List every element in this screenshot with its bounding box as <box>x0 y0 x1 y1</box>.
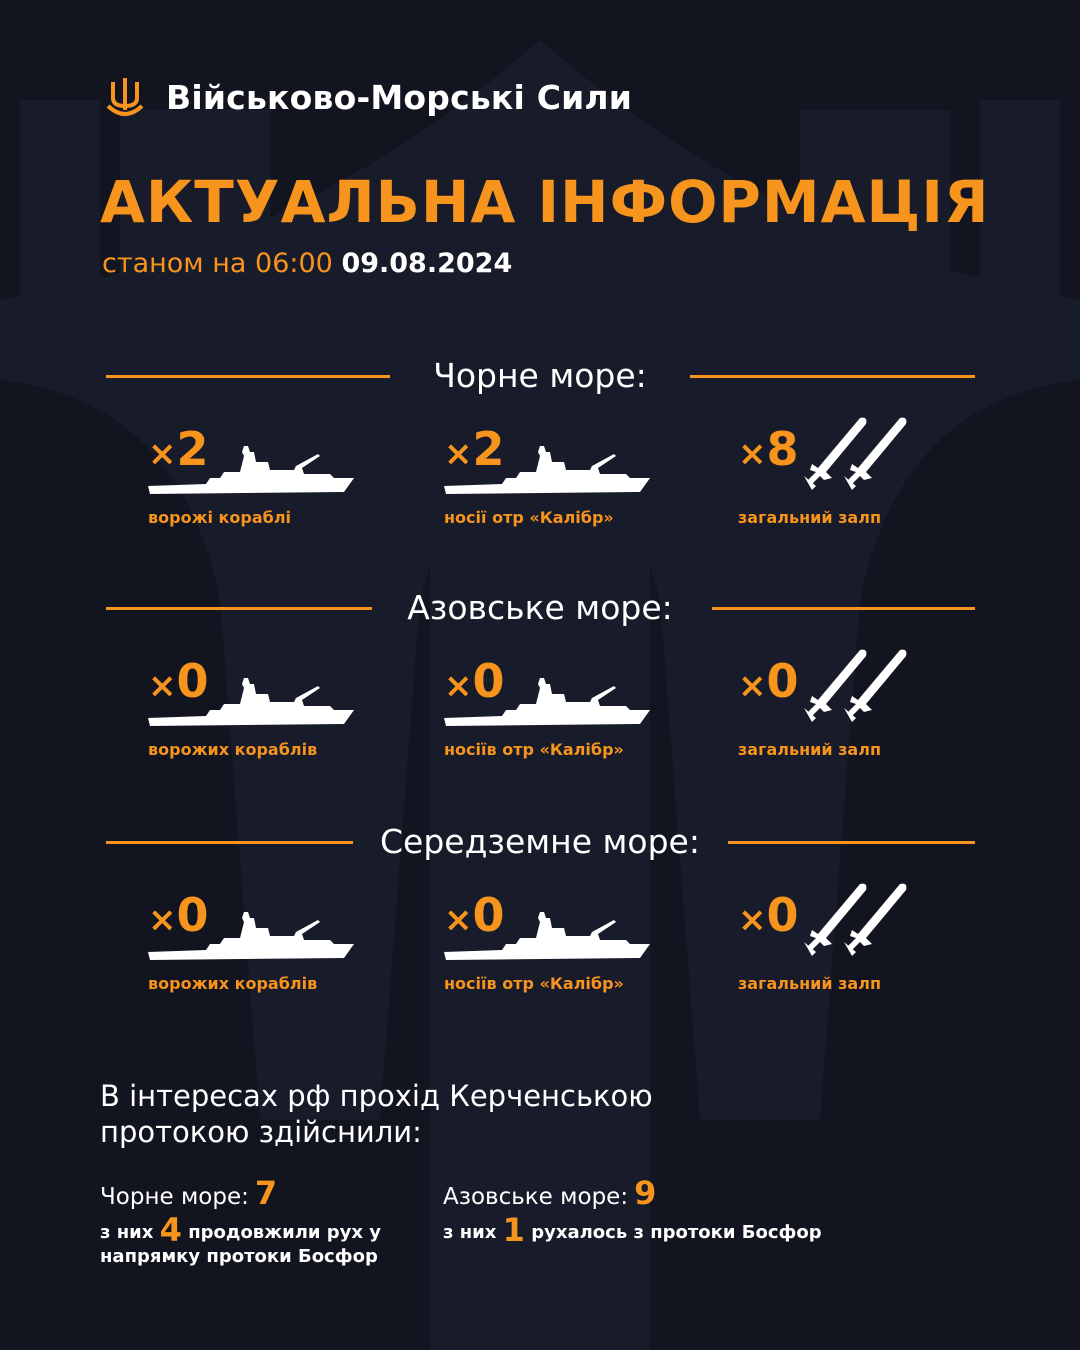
stat-label: носіїв отр «Калібр» <box>444 740 624 759</box>
stat-item: ×0 носіїв отр «Калібр» <box>444 888 704 1008</box>
stat-count: ×0 <box>148 888 209 942</box>
detail-text: продовжили рух у напрямку протоки Босфор <box>100 1222 382 1267</box>
multiplier-sign: × <box>738 434 767 474</box>
stat-label: ворожих кораблів <box>148 974 318 993</box>
section-title: Середземне море: <box>380 822 700 861</box>
multiplier-sign: × <box>444 434 473 474</box>
stat-label: загальний залп <box>738 740 881 759</box>
stat-count: ×2 <box>148 422 209 476</box>
stat-item: ×2 носії отр «Калібр» <box>444 422 704 542</box>
missiles-icon <box>804 883 907 956</box>
stat-count: ×0 <box>738 888 799 942</box>
kerch-azov-sea: Азовське море: 9 з них 1 рухалось з прото… <box>443 1174 843 1246</box>
stat-item: ×0 ворожих кораблів <box>148 654 408 774</box>
stat-label: носії отр «Калібр» <box>444 508 614 527</box>
count-value: 0 <box>766 654 799 708</box>
brand-name: Військово-Морські Сили <box>166 77 633 117</box>
stat-count: ×8 <box>738 422 799 476</box>
stat-count: ×2 <box>444 422 505 476</box>
warship-icon <box>148 678 354 726</box>
subtitle: станом на 06:00 09.08.2024 <box>102 248 512 279</box>
count-value: 0 <box>472 888 505 942</box>
multiplier-sign: × <box>738 666 767 706</box>
kerch-black-sea: Чорне море: 7 з них 4 продовжили рух у на… <box>100 1174 430 1269</box>
warship-icon <box>148 446 354 494</box>
multiplier-sign: × <box>444 666 473 706</box>
page-title: АКТУАЛЬНА ІНФОРМАЦІЯ <box>100 168 990 236</box>
stat-label: загальний залп <box>738 974 881 993</box>
stat-label: загальний залп <box>738 508 881 527</box>
count-value: 0 <box>472 654 505 708</box>
subtitle-prefix: станом на 06:00 <box>102 248 333 279</box>
multiplier-sign: × <box>444 900 473 940</box>
stat-count: ×0 <box>444 888 505 942</box>
missiles-icon <box>804 649 907 722</box>
stat-item: ×0 загальний залп <box>738 883 998 1008</box>
count-value: 2 <box>472 422 505 476</box>
count-value: 0 <box>766 888 799 942</box>
stat-count: ×0 <box>148 654 209 708</box>
warship-icon <box>444 678 650 726</box>
stat-value: 9 <box>634 1174 657 1212</box>
multiplier-sign: × <box>148 434 177 474</box>
stat-item: ×0 носіїв отр «Калібр» <box>444 654 704 774</box>
stat-count: ×0 <box>738 654 799 708</box>
stat-label: ворожих кораблів <box>148 740 318 759</box>
stat-item: ×0 загальний залп <box>738 649 998 774</box>
section-title: Азовське море: <box>407 588 673 627</box>
navy-trident-logo-icon <box>106 78 144 116</box>
count-value: 8 <box>766 422 799 476</box>
detail-prefix: з них <box>443 1222 497 1243</box>
detail-text: рухалось з протоки Босфор <box>531 1222 822 1243</box>
count-value: 2 <box>176 422 209 476</box>
stat-label: ворожі кораблі <box>148 508 292 527</box>
detail-prefix: з них <box>100 1222 154 1243</box>
stat-label: Чорне море: <box>100 1184 249 1210</box>
missiles-icon <box>804 417 907 490</box>
kerch-strait-text: В інтересах рф прохід Керченською проток… <box>100 1079 653 1149</box>
divider-line <box>106 375 390 378</box>
warship-icon <box>444 912 650 960</box>
stat-item: ×8 загальний залп <box>738 417 998 542</box>
divider-line <box>106 607 372 610</box>
divider-line <box>712 607 975 610</box>
multiplier-sign: × <box>148 666 177 706</box>
stat-count: ×0 <box>444 654 505 708</box>
stat-label: носіїв отр «Калібр» <box>444 974 624 993</box>
multiplier-sign: × <box>738 900 767 940</box>
stat-label: Азовське море: <box>443 1184 629 1210</box>
count-value: 0 <box>176 654 209 708</box>
brand-header: Військово-Морські Сили <box>106 76 632 118</box>
detail-value: 1 <box>502 1211 525 1249</box>
warship-icon <box>444 446 650 494</box>
section-title: Чорне море: <box>433 356 647 395</box>
divider-line <box>106 841 353 844</box>
count-value: 0 <box>176 888 209 942</box>
warship-icon <box>148 912 354 960</box>
multiplier-sign: × <box>148 900 177 940</box>
report-date: 09.08.2024 <box>341 248 513 279</box>
divider-line <box>728 841 975 844</box>
stat-item: ×2 ворожі кораблі <box>148 422 408 542</box>
stat-item: ×0 ворожих кораблів <box>148 888 408 1008</box>
divider-line <box>690 375 975 378</box>
detail-value: 4 <box>159 1211 182 1249</box>
stat-value: 7 <box>254 1174 278 1212</box>
